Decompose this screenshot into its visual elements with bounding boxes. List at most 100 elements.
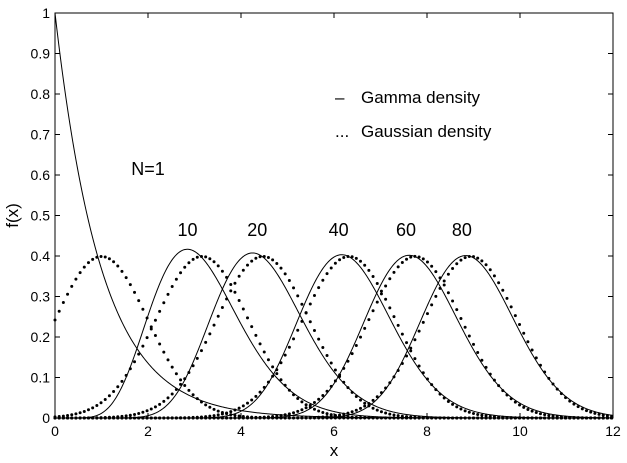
y-tick-label: 0.6: [31, 167, 51, 183]
gaussian-point: [425, 260, 429, 264]
gaussian-point: [187, 261, 191, 265]
gaussian-point: [359, 398, 362, 402]
gaussian-point: [287, 278, 291, 282]
gaussian-point: [241, 307, 245, 311]
curve-annotation: 80: [452, 220, 472, 240]
gaussian-point: [283, 413, 287, 417]
gaussian-point: [396, 414, 400, 418]
gaussian-point: [350, 390, 354, 394]
gaussian-point: [451, 299, 455, 303]
gaussian-point: [513, 400, 517, 404]
gaussian-point: [237, 274, 241, 278]
y-tick-label: 0.2: [31, 329, 51, 345]
gaussian-point: [246, 401, 250, 405]
gaussian-point: [476, 351, 480, 355]
gaussian-point: [400, 414, 404, 418]
gaussian-point: [312, 329, 316, 333]
gaussian-point: [266, 380, 270, 384]
gaussian-point: [86, 408, 90, 412]
gaussian-point: [128, 367, 132, 371]
ticks-layer: [54, 12, 614, 419]
gaussian-point: [220, 412, 224, 416]
gaussian-point: [417, 329, 421, 333]
gaussian-point: [183, 383, 187, 387]
gaussian-point: [367, 318, 371, 322]
legend-marker-dotted: ...: [335, 122, 349, 141]
gaussian-point: [266, 358, 270, 362]
gaussian-point: [480, 259, 484, 263]
gaussian-point: [526, 407, 530, 411]
gaussian-point: [379, 289, 383, 293]
gaussian-point: [467, 334, 471, 338]
gaussian-point: [321, 410, 325, 414]
gaussian-point: [430, 383, 434, 387]
gaussian-point: [300, 302, 304, 306]
gaussian-point: [237, 298, 241, 302]
gaussian-point: [392, 315, 396, 319]
gaussian-point: [116, 264, 120, 268]
gaussian-point: [425, 377, 429, 381]
gaussian-point: [262, 350, 266, 354]
y-tick-label: 1: [42, 5, 50, 21]
gaussian-point: [538, 412, 542, 416]
gaussian-point: [492, 378, 496, 382]
gaussian-point: [388, 412, 392, 416]
gaussian-point: [292, 286, 296, 290]
gaussian-point: [442, 396, 446, 400]
gaussian-point: [405, 257, 409, 261]
gaussian-point: [430, 303, 434, 307]
gaussian-point: [212, 323, 216, 327]
gaussian-point: [233, 413, 237, 417]
gaussian-point: [338, 373, 342, 377]
gaussian-point: [304, 406, 308, 410]
gaussian-point: [166, 292, 170, 296]
y-axis-label: f(x): [3, 203, 22, 228]
gaussian-point: [505, 415, 509, 419]
gaussian-point: [480, 358, 484, 362]
gaussian-point: [459, 407, 463, 411]
gaussian-point: [396, 368, 400, 372]
gaussian-point: [275, 372, 279, 376]
gaussian-point: [275, 368, 279, 372]
gaussian-point: [492, 274, 496, 278]
gaussian-point: [363, 404, 367, 408]
gaussian-point: [413, 254, 417, 258]
y-tick-label: 0.7: [31, 127, 51, 143]
gaussian-point: [534, 411, 538, 415]
gaussian-point: [421, 371, 425, 375]
gaussian-point: [593, 411, 597, 415]
gaussian-point: [572, 402, 576, 406]
y-tick-label: 0.5: [31, 208, 51, 224]
gaussian-point: [258, 342, 262, 346]
gaussian-point: [384, 411, 388, 415]
gaussian-point: [212, 407, 216, 411]
gaussian-point: [543, 370, 547, 374]
gaussian-point: [258, 255, 262, 259]
gaussian-point: [375, 408, 379, 412]
gaussian-point: [287, 388, 291, 392]
gaussian-point: [363, 326, 367, 330]
gaussian-point: [246, 263, 250, 267]
gaussian-point: [166, 396, 170, 400]
gaussian-point: [271, 258, 275, 262]
gaussian-point: [275, 261, 279, 265]
gaussian-point: [317, 286, 321, 290]
gaussian-point: [304, 311, 308, 315]
gaussian-point: [229, 289, 233, 293]
gaussian-point: [78, 411, 82, 415]
gaussian-point: [338, 258, 342, 262]
gaussian-point: [124, 276, 128, 280]
y-tick-label: 0.8: [31, 86, 51, 102]
gaussian-point: [568, 399, 572, 403]
gaussian-point: [137, 299, 141, 303]
gaussian-point: [359, 406, 362, 410]
gaussian-point: [467, 255, 471, 259]
gaussian-point: [384, 297, 388, 301]
y-tick-label: 0.1: [31, 370, 51, 386]
gaussian-point: [300, 319, 304, 323]
gaussian-point: [346, 254, 350, 258]
gaussian-point: [392, 413, 396, 417]
gaussian-point: [476, 256, 480, 260]
gaussian-point: [128, 283, 132, 287]
